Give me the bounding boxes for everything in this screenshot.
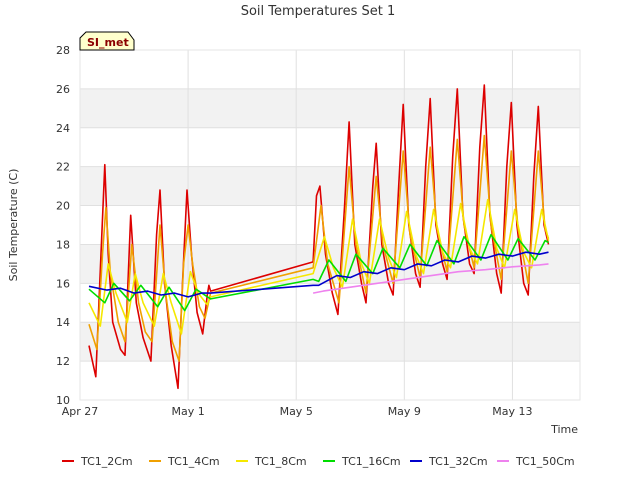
y-tick-label: 26 bbox=[56, 83, 70, 96]
y-tick-label: 18 bbox=[56, 238, 70, 251]
legend-label: TC1_50Cm bbox=[515, 455, 575, 468]
y-tick-label: 20 bbox=[56, 200, 70, 213]
legend-item-tc1_32cm: TC1_32Cm bbox=[410, 455, 488, 468]
x-axis-label: Time bbox=[550, 423, 578, 436]
y-tick-label: 16 bbox=[56, 277, 70, 290]
legend-label: TC1_16Cm bbox=[341, 455, 401, 468]
y-tick-label: 28 bbox=[56, 44, 70, 57]
y-tick-label: 22 bbox=[56, 161, 70, 174]
series-line-tc1_32cm bbox=[88, 251, 549, 298]
series-lines bbox=[88, 84, 550, 390]
series-line-tc1_2cm bbox=[88, 84, 550, 390]
legend-item-tc1_50cm: TC1_50Cm bbox=[497, 455, 575, 468]
legend-label: TC1_8Cm bbox=[254, 455, 307, 468]
y-tick-label: 14 bbox=[56, 316, 70, 329]
y-axis: 10 12 14 16 18 20 22 24 26 28 bbox=[56, 44, 70, 407]
x-tick-label: May 13 bbox=[492, 405, 532, 418]
badge-label: SI_met bbox=[87, 36, 129, 49]
x-tick-label: May 5 bbox=[280, 405, 313, 418]
y-tick-label: 12 bbox=[56, 355, 70, 368]
x-tick-label: May 1 bbox=[171, 405, 204, 418]
series-line-tc1_4cm bbox=[88, 134, 550, 362]
legend-item-tc1_4cm: TC1_4Cm bbox=[149, 455, 220, 468]
badge-shape bbox=[79, 31, 135, 51]
legend-label: TC1_2Cm bbox=[80, 455, 133, 468]
station-badge: SI_met bbox=[79, 31, 135, 51]
plot-frame bbox=[79, 49, 581, 401]
x-tick-label: May 9 bbox=[388, 405, 421, 418]
plot-band bbox=[80, 205, 580, 245]
plot-band bbox=[80, 361, 580, 400]
legend-item-tc1_16cm: TC1_16Cm bbox=[323, 455, 401, 468]
legend-item-tc1_2cm: TC1_2Cm bbox=[62, 455, 133, 468]
series-line-tc1_16cm bbox=[88, 233, 549, 312]
legend-label: TC1_4Cm bbox=[167, 455, 220, 468]
plot-band bbox=[80, 50, 580, 89]
x-axis: Apr 27 May 1 May 5 May 9 May 13 bbox=[62, 405, 533, 418]
legend-label: TC1_32Cm bbox=[428, 455, 488, 468]
plot-band bbox=[80, 127, 580, 167]
plot-band bbox=[80, 88, 580, 128]
y-tick-label: 10 bbox=[56, 394, 70, 407]
chart-title: Soil Temperatures Set 1 bbox=[241, 4, 396, 19]
plot-band bbox=[80, 166, 580, 206]
y-tick-label: 24 bbox=[56, 122, 70, 135]
series-line-tc1_50cm bbox=[312, 263, 549, 294]
x-tick-label: Apr 27 bbox=[62, 405, 99, 418]
plot-band bbox=[80, 322, 580, 362]
legend-item-tc1_8cm: TC1_8Cm bbox=[236, 455, 307, 468]
y-axis-label: Soil Temperature (C) bbox=[7, 169, 20, 282]
legend: TC1_2Cm TC1_4Cm TC1_8Cm TC1_16Cm TC1_32Cm TC1… bbox=[62, 455, 575, 468]
series-line-tc1_8cm bbox=[88, 198, 550, 335]
